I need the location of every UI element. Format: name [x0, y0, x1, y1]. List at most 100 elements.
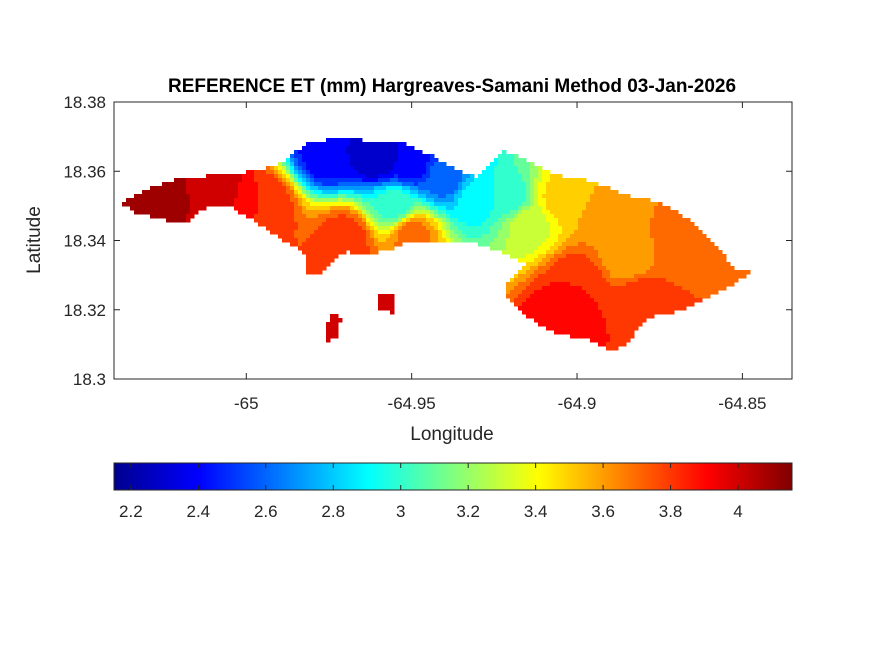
field-cell	[234, 182, 239, 187]
field-cell	[402, 214, 407, 219]
field-cell	[266, 206, 271, 211]
field-cell	[594, 234, 599, 239]
field-cell	[526, 178, 531, 183]
field-cell	[258, 174, 263, 179]
field-cell	[206, 178, 211, 183]
field-cell	[730, 278, 735, 283]
field-cell	[122, 202, 127, 207]
field-cell	[482, 174, 487, 179]
field-cell	[350, 250, 355, 255]
field-cell	[502, 238, 507, 243]
field-cell	[450, 190, 455, 195]
field-cell	[326, 262, 331, 267]
field-cell	[510, 242, 515, 247]
field-cell	[706, 290, 711, 295]
field-cell	[350, 138, 355, 143]
field-cell	[678, 234, 683, 239]
field-cell	[454, 238, 459, 243]
field-cell	[582, 262, 587, 267]
field-cell	[546, 302, 551, 307]
field-cell	[306, 158, 311, 163]
field-cell	[626, 310, 631, 315]
field-cell	[354, 230, 359, 235]
field-cell	[322, 222, 327, 227]
field-cell	[514, 298, 519, 303]
field-cell	[326, 230, 331, 235]
field-cell	[418, 222, 423, 227]
field-cell	[702, 294, 707, 299]
field-cell	[486, 234, 491, 239]
field-cell	[590, 182, 595, 187]
field-cell	[538, 282, 543, 287]
field-cell	[630, 330, 635, 335]
field-cell	[422, 198, 427, 203]
field-cell	[474, 198, 479, 203]
field-cell	[430, 226, 435, 231]
field-cell	[362, 186, 367, 191]
field-cell	[534, 174, 539, 179]
field-cell	[434, 218, 439, 223]
field-cell	[510, 290, 515, 295]
field-cell	[422, 234, 427, 239]
field-cell	[514, 178, 519, 183]
field-cell	[730, 274, 735, 279]
field-cell	[482, 186, 487, 191]
field-cell	[570, 302, 575, 307]
field-cell	[690, 270, 695, 275]
field-cell	[574, 258, 579, 263]
field-cell	[574, 262, 579, 267]
field-cell	[562, 262, 567, 267]
field-cell	[550, 310, 555, 315]
field-cell	[350, 198, 355, 203]
field-cell	[558, 310, 563, 315]
field-cell	[558, 174, 563, 179]
field-cell	[274, 190, 279, 195]
field-cell	[374, 218, 379, 223]
field-cell	[342, 178, 347, 183]
field-cell	[570, 206, 575, 211]
field-cell	[642, 318, 647, 323]
field-cell	[482, 178, 487, 183]
field-cell	[262, 182, 267, 187]
field-cell	[490, 238, 495, 243]
field-cell	[298, 182, 303, 187]
field-cell	[382, 162, 387, 167]
field-cell	[542, 258, 547, 263]
field-cell	[478, 190, 483, 195]
field-cell	[578, 322, 583, 327]
field-cell	[386, 166, 391, 171]
field-cell	[650, 238, 655, 243]
field-cell	[358, 138, 363, 143]
field-cell	[374, 190, 379, 195]
field-cell	[706, 262, 711, 267]
field-cell	[618, 274, 623, 279]
field-cell	[630, 258, 635, 263]
field-cell	[294, 194, 299, 199]
field-cell	[606, 262, 611, 267]
field-cell	[494, 190, 499, 195]
field-cell	[306, 250, 311, 255]
field-cell	[306, 222, 311, 227]
field-cell	[278, 206, 283, 211]
field-cell	[270, 182, 275, 187]
field-cell	[394, 230, 399, 235]
field-cell	[394, 178, 399, 183]
field-cell	[138, 206, 143, 211]
field-cell	[246, 170, 251, 175]
field-cell	[570, 322, 575, 327]
field-cell	[598, 190, 603, 195]
field-cell	[710, 250, 715, 255]
field-cell	[394, 218, 399, 223]
field-cell	[622, 338, 627, 343]
field-cell	[502, 186, 507, 191]
field-cell	[178, 190, 183, 195]
field-cell	[570, 250, 575, 255]
field-cell	[214, 182, 219, 187]
field-cell	[322, 250, 327, 255]
field-cell	[370, 170, 375, 175]
field-cell	[562, 182, 567, 187]
field-cell	[210, 182, 215, 187]
field-cell	[726, 278, 731, 283]
field-cell	[702, 286, 707, 291]
field-cell	[450, 198, 455, 203]
